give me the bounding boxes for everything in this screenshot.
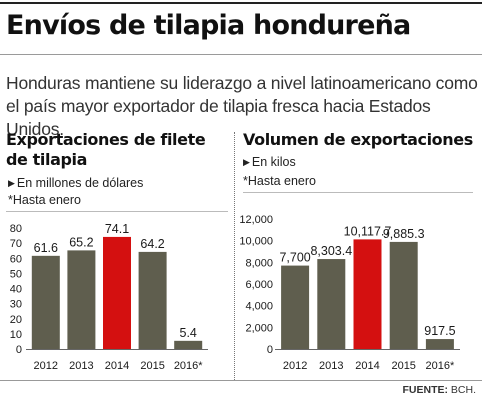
y-tick-label: 10,000: [239, 236, 273, 248]
data-label: 64.2: [140, 237, 164, 251]
bottom-rule: [0, 380, 482, 381]
bar-2012: [281, 265, 310, 349]
chart-left: 0 10 20 30 40 50 60 70 80 61.6 2012 65.2 2013 74.1 201…: [10, 222, 208, 372]
data-label: 65.2: [69, 235, 93, 249]
bar-2014: [103, 236, 131, 349]
y-tick-label: 12,000: [239, 214, 273, 226]
panel-divider: [234, 132, 235, 380]
y-tick-label: 50: [10, 268, 22, 280]
data-label: 5.4: [180, 326, 197, 340]
triangle-right-icon: ▶: [8, 178, 15, 188]
bar-2013: [67, 250, 96, 349]
bar-2016: [425, 339, 454, 349]
y-tick-label: 60: [10, 253, 22, 265]
x-tick-label: 2012: [283, 360, 307, 372]
x-tick-label: 2015: [140, 360, 164, 372]
chart-left-unit-text: En millones de dólares: [16, 176, 144, 190]
x-tick-label: 2014: [105, 360, 129, 372]
chart-right: 0 2,000 4,000 6,000 8,000 10,000 12,000 7,700 20…: [239, 214, 460, 372]
chart-right-rule: [243, 192, 473, 193]
y-tick-label: 30: [10, 299, 22, 311]
chart-left-footnote: *Hasta enero: [8, 193, 81, 207]
y-tick-label: 80: [10, 223, 22, 235]
x-tick-label: 2014: [355, 360, 379, 372]
x-tick-label: 2012: [34, 360, 58, 372]
chart-right-unit-text: En kilos: [251, 155, 296, 169]
bar-2012: [31, 255, 60, 349]
source-note: FUENTE: BCH.: [402, 384, 476, 396]
top-rule: [0, 2, 482, 4]
data-label: 10,117.7: [344, 224, 392, 238]
x-tick-label: 2013: [319, 360, 343, 372]
x-tick-label: 2015: [391, 360, 415, 372]
title-rule: [0, 54, 482, 55]
y-tick-label: 20: [10, 314, 22, 326]
x-tick-label: 2013: [69, 360, 93, 372]
bar-2016: [174, 340, 203, 349]
chart-right-unit-note: ▶ En kilos: [243, 155, 296, 169]
source-value: BCH.: [450, 384, 476, 396]
data-label: 61.6: [34, 241, 58, 255]
bar-2013: [317, 259, 346, 349]
chart-left-title: Exportaciones de filete de tilapia: [6, 130, 206, 169]
chart-right-title: Volumen de exportaciones: [243, 130, 473, 149]
y-tick-label: 70: [10, 238, 22, 250]
page-title: Envíos de tilapia hondureña: [6, 10, 411, 41]
intro-text: Honduras mantiene su liderazgo a nivel l…: [6, 73, 478, 139]
y-tick-label: 2,000: [245, 322, 273, 334]
y-tick-label: 0: [16, 344, 22, 356]
data-label: 7,700: [279, 251, 310, 265]
chart-left-rule: [6, 211, 228, 212]
bar-2015: [138, 251, 167, 349]
y-tick-label: 6,000: [245, 279, 273, 291]
x-tick-label: 2016*: [174, 360, 203, 372]
x-tick-label: 2016*: [426, 360, 455, 372]
chart-left-unit-note: ▶ En millones de dólares: [8, 176, 143, 190]
y-tick-label: 40: [10, 284, 22, 296]
triangle-right-icon: ▶: [243, 157, 250, 167]
bar-2015: [389, 241, 418, 349]
data-label: 74.1: [105, 222, 129, 236]
source-label: FUENTE:: [402, 384, 448, 396]
data-label: 9,885.3: [383, 227, 425, 241]
bar-2014: [353, 239, 382, 349]
y-tick-label: 0: [267, 344, 273, 356]
y-tick-label: 10: [10, 329, 22, 341]
y-tick-label: 8,000: [245, 257, 273, 269]
data-label: 8,303.4: [310, 244, 352, 258]
data-label: 917.5: [424, 324, 455, 338]
y-tick-label: 4,000: [245, 301, 273, 313]
chart-right-footnote: *Hasta enero: [243, 174, 316, 188]
